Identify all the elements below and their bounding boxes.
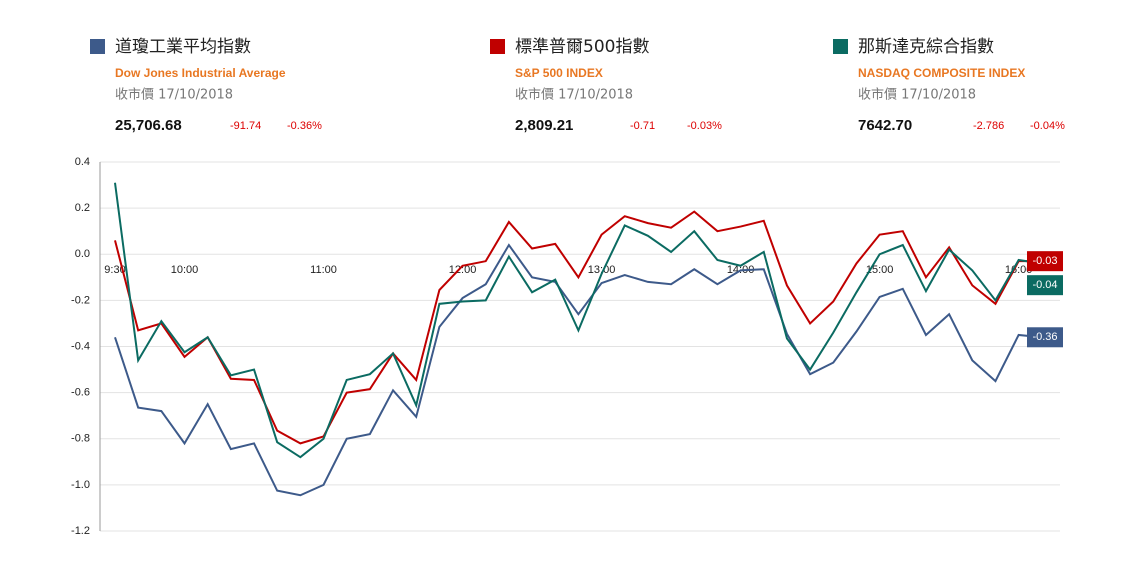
end-label-box <box>1027 275 1063 296</box>
change-pct: -0.04% <box>1030 120 1065 132</box>
close-date: 收市價 17/10/2018 <box>858 87 976 103</box>
y-tick-label: -1.0 <box>71 479 90 491</box>
x-tick-label: 9:30 <box>104 264 125 276</box>
change: -2.786 <box>973 120 1004 132</box>
end-label: -0.03 <box>1032 255 1057 267</box>
series-line <box>114 210 1042 445</box>
legend-swatch <box>833 39 848 54</box>
index-subtitle: Dow Jones Industrial Average <box>115 66 286 80</box>
change: -0.71 <box>630 120 655 132</box>
y-tick-label: 0.4 <box>75 156 90 168</box>
legend-swatch <box>90 39 105 54</box>
close-date: 收市價 17/10/2018 <box>515 87 633 103</box>
index-subtitle: NASDAQ COMPOSITE INDEX <box>858 66 1025 80</box>
y-tick-label: -0.8 <box>71 433 90 445</box>
end-label: -0.36 <box>1032 331 1057 343</box>
close-value: 7642.70 <box>858 117 912 134</box>
index-subtitle: S&P 500 INDEX <box>515 66 603 80</box>
legend-label: 道瓊工業平均指數 <box>115 37 251 57</box>
series-line <box>114 243 1042 497</box>
x-tick-label: 10:00 <box>171 264 199 276</box>
y-tick-label: 0.2 <box>75 202 90 214</box>
y-tick-label: -1.2 <box>71 525 90 537</box>
close-value: 2,809.21 <box>515 117 573 134</box>
x-tick-label: 11:00 <box>310 264 337 276</box>
change-pct: -0.36% <box>287 120 322 132</box>
legend-label: 那斯達克綜合指數 <box>858 37 994 57</box>
end-label: -0.04 <box>1032 279 1057 291</box>
end-label-box <box>1027 251 1063 272</box>
y-tick-label: -0.2 <box>71 294 90 306</box>
end-label-box <box>1027 327 1063 348</box>
close-date: 收市價 17/10/2018 <box>115 87 233 103</box>
y-tick-label: -0.6 <box>71 387 90 399</box>
change-pct: -0.03% <box>687 120 722 132</box>
legend-swatch <box>490 39 505 54</box>
y-tick-label: 0.0 <box>75 248 90 260</box>
y-tick-label: -0.4 <box>71 340 90 352</box>
close-value: 25,706.68 <box>115 117 182 134</box>
series-line <box>114 182 1042 459</box>
change: -91.74 <box>230 120 261 132</box>
x-tick-label: 13:00 <box>588 264 616 276</box>
legend-label: 標準普爾500指數 <box>515 37 649 57</box>
